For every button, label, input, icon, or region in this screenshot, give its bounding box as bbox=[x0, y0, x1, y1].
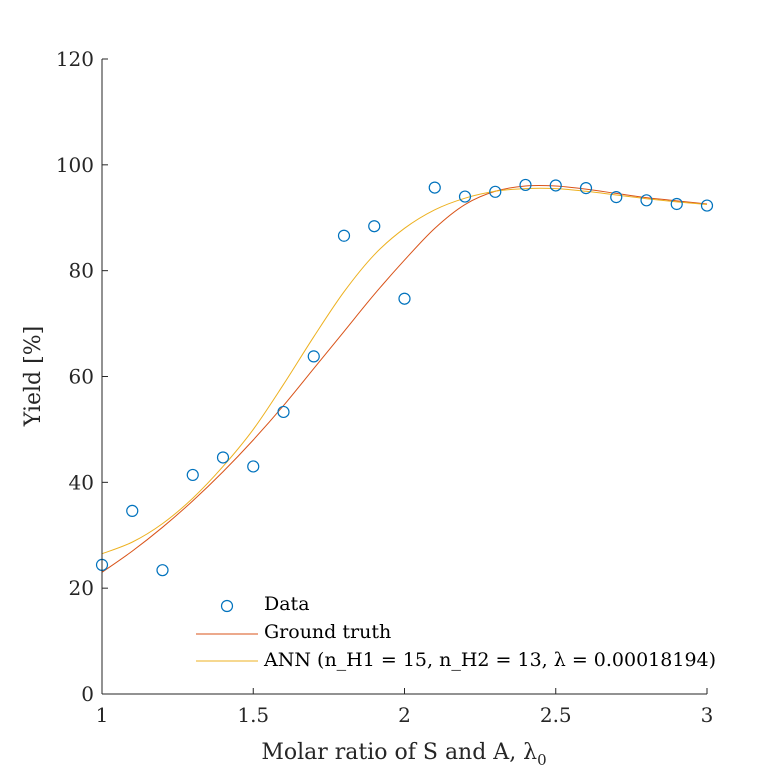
data-point bbox=[458, 190, 472, 203]
data-point bbox=[640, 194, 653, 207]
data-point bbox=[186, 468, 199, 482]
legend-label-ann: ANN (n_H1 = 15, n_H2 = 13, λ = 0.0001819… bbox=[263, 649, 716, 671]
x-tick-label: 2 bbox=[398, 703, 411, 727]
x-tick-label: 1 bbox=[96, 703, 109, 727]
data-point bbox=[489, 185, 502, 198]
data-point bbox=[126, 504, 139, 518]
data-point bbox=[670, 197, 683, 211]
data-point bbox=[519, 178, 532, 192]
legend-label-ground-truth: Ground truth bbox=[264, 621, 391, 643]
legend-marker-data bbox=[220, 599, 234, 613]
series-line-ann bbox=[101, 187, 708, 555]
y-tick-label: 60 bbox=[69, 365, 94, 389]
data-point bbox=[337, 229, 351, 242]
series-line-ground-truth bbox=[101, 184, 708, 573]
y-tick-label: 40 bbox=[69, 470, 94, 494]
ticks: 1 1.5 2 2.5 3 0 20 40 60 80 100 120 bbox=[56, 47, 714, 727]
data-point bbox=[368, 220, 381, 233]
y-tick-label: 120 bbox=[56, 47, 94, 71]
y-axis-title: Yield [%] bbox=[21, 326, 46, 427]
data-point bbox=[216, 451, 230, 464]
y-tick-label: 80 bbox=[69, 259, 94, 283]
data-point bbox=[247, 460, 260, 473]
data-point bbox=[579, 182, 593, 195]
data-point bbox=[549, 179, 562, 192]
legend: Data Ground truth ANN (n_H1 = 15, n_H2 =… bbox=[196, 593, 716, 671]
x-tick-label: 3 bbox=[701, 703, 714, 727]
y-tick-label: 100 bbox=[56, 153, 94, 177]
data-point bbox=[156, 564, 169, 577]
y-tick-label: 20 bbox=[69, 576, 94, 600]
data-point bbox=[700, 199, 714, 212]
x-tick-label: 2.5 bbox=[540, 703, 572, 727]
legend-label-data: Data bbox=[264, 593, 310, 615]
y-tick-label: 0 bbox=[81, 682, 94, 706]
plot-area bbox=[95, 178, 714, 577]
data-point bbox=[307, 350, 320, 363]
data-point bbox=[398, 292, 411, 305]
x-axis-title: Molar ratio of S and A, λ0 bbox=[261, 740, 546, 769]
x-tick-label: 1.5 bbox=[237, 703, 269, 727]
data-point bbox=[428, 181, 441, 194]
data-point bbox=[277, 405, 290, 419]
data-point bbox=[610, 191, 623, 204]
